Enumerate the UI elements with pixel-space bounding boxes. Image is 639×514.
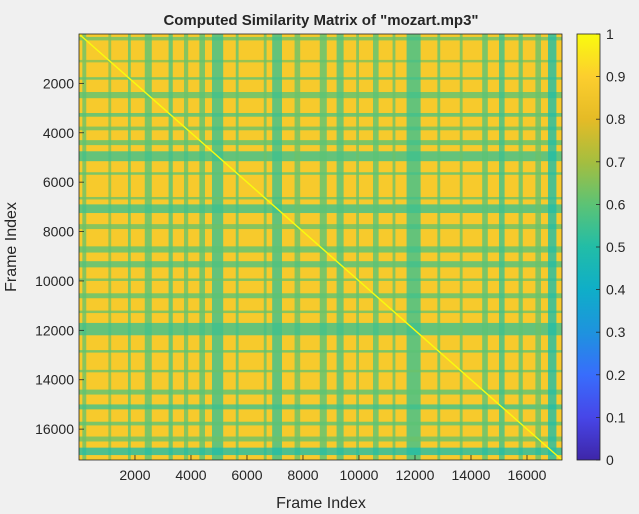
colorbar-tick-label: 1 xyxy=(606,26,614,42)
colorbar-tick-label: 0.2 xyxy=(606,367,626,383)
colorbar-tick-label: 0.7 xyxy=(606,154,626,170)
heatmap-plot-area xyxy=(78,33,563,461)
band-horizontal-24 xyxy=(79,447,562,456)
diagonal-mark xyxy=(78,33,563,461)
y-tick-label: 16000 xyxy=(35,421,74,437)
x-axis-ticks: 2000 4000 6000 8000 10000 12000 14000 16000 xyxy=(119,455,547,483)
band-vertical-24 xyxy=(547,34,557,460)
x-tick-label: 8000 xyxy=(287,467,318,483)
colorbar-tick-label: 0.5 xyxy=(606,239,626,255)
band-horizontal-15 xyxy=(79,293,562,299)
band-horizontal-14 xyxy=(79,278,562,281)
chart-title: Computed Similarity Matrix of "mozart.mp… xyxy=(163,12,478,29)
band-vertical-21 xyxy=(498,34,505,460)
colorbar-tick-label: 0.4 xyxy=(606,282,626,298)
x-axis-label: Frame Index xyxy=(276,495,366,512)
band-horizontal-20 xyxy=(79,389,562,395)
band-vertical-20 xyxy=(482,34,488,460)
y-axis-label: Frame Index xyxy=(3,202,20,292)
colorbar: 0 0.1 0.2 0.3 0.4 0.5 0.6 0.7 0.8 0.9 1 xyxy=(576,26,626,468)
x-tick-label: 14000 xyxy=(452,467,491,483)
y-axis-ticks: 2000 4000 6000 8000 10000 12000 14000 16000 xyxy=(35,75,84,437)
y-tick-label: 2000 xyxy=(43,75,74,91)
band-vertical-19 xyxy=(459,34,463,460)
band-vertical-16 xyxy=(392,34,396,460)
band-horizontal-18 xyxy=(79,350,562,353)
y-tick-label: 12000 xyxy=(35,322,74,338)
x-tick-label: 10000 xyxy=(340,467,379,483)
band-vertical-13 xyxy=(336,34,344,460)
band-vertical-14 xyxy=(356,34,359,460)
band-horizontal-12 xyxy=(79,246,562,253)
similarity-bands xyxy=(79,34,562,460)
colorbar-tick-label: 0.6 xyxy=(606,196,626,212)
x-tick-label: 2000 xyxy=(119,467,150,483)
colorbar-tick-label: 0.9 xyxy=(606,69,626,85)
band-vertical-17 xyxy=(406,34,421,460)
band-horizontal-16 xyxy=(79,310,562,314)
band-vertical-22 xyxy=(518,34,523,460)
band-horizontal-13 xyxy=(79,261,562,268)
colorbar-tick-label: 0 xyxy=(606,452,614,468)
y-tick-label: 10000 xyxy=(35,273,74,289)
band-horizontal-21 xyxy=(79,404,562,410)
colorbar-tick-label: 0.8 xyxy=(606,111,626,127)
y-tick-label: 14000 xyxy=(35,372,74,388)
y-tick-label: 4000 xyxy=(43,125,74,141)
band-vertical-23 xyxy=(535,34,541,460)
band-horizontal-22 xyxy=(79,421,562,426)
band-horizontal-23 xyxy=(79,436,562,442)
band-horizontal-19 xyxy=(79,369,562,373)
x-tick-label: 6000 xyxy=(231,467,262,483)
colorbar-tick-label: 0.1 xyxy=(606,409,626,425)
colorbar-tick-label: 0.3 xyxy=(606,324,626,340)
x-tick-label: 4000 xyxy=(175,467,206,483)
colorbar-ticks: 0 0.1 0.2 0.3 0.4 0.5 0.6 0.7 0.8 0.9 1 xyxy=(596,26,626,468)
x-tick-label: 16000 xyxy=(508,467,547,483)
x-tick-label: 12000 xyxy=(396,467,435,483)
diagonal-line xyxy=(78,33,563,461)
band-horizontal-17 xyxy=(79,322,562,336)
plot-frame xyxy=(78,33,563,461)
y-tick-label: 8000 xyxy=(43,224,74,240)
band-vertical-15 xyxy=(372,34,379,460)
band-vertical-18 xyxy=(437,34,441,460)
y-tick-label: 6000 xyxy=(43,174,74,190)
